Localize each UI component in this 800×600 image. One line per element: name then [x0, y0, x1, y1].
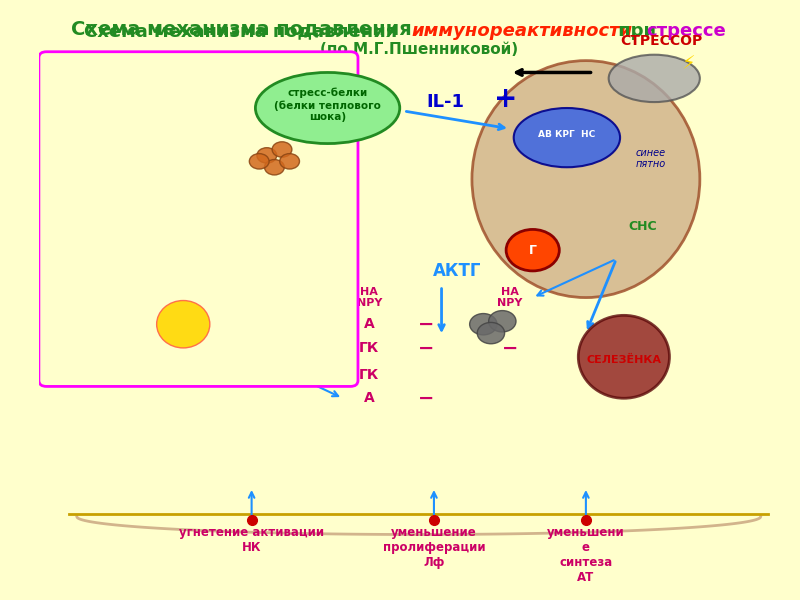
Circle shape	[478, 322, 505, 344]
Text: уменьшени
е
синтеза
АТ: уменьшени е синтеза АТ	[547, 526, 625, 584]
Text: синее
пятно: синее пятно	[635, 148, 666, 169]
Circle shape	[280, 154, 299, 169]
Text: «+»  - активирующие влияния: «+» - активирующие влияния	[58, 324, 226, 334]
Text: IL-1  – интерлейкин 1: IL-1 – интерлейкин 1	[58, 273, 174, 283]
Text: СЕЛЕЗЁНКА: СЕЛЕЗЁНКА	[586, 355, 662, 365]
Circle shape	[489, 311, 516, 332]
Text: «-»   - угнетающие влияния: «-» - угнетающие влияния	[58, 350, 210, 359]
Text: Г: Г	[529, 244, 537, 257]
Text: ↓: ↓	[289, 128, 306, 147]
Ellipse shape	[609, 55, 700, 102]
Text: ГК: ГК	[359, 341, 379, 355]
Text: НА   – норадреналин: НА – норадреналин	[58, 121, 171, 130]
Circle shape	[506, 229, 559, 271]
Text: Схема механизма подавления: Схема механизма подавления	[71, 19, 418, 38]
Circle shape	[265, 160, 284, 175]
Text: АВ    – аргинин-вазопрессин: АВ – аргинин-вазопрессин	[58, 299, 213, 309]
Ellipse shape	[514, 108, 620, 167]
Ellipse shape	[157, 301, 210, 348]
Circle shape	[470, 314, 497, 335]
Text: СНС: СНС	[629, 220, 657, 233]
Text: (по М.Г.Пшенниковой): (по М.Г.Пшенниковой)	[320, 41, 518, 56]
Text: Схема механизма подавления: Схема механизма подавления	[85, 22, 404, 40]
Text: Г      – гипофиз: Г – гипофиз	[58, 95, 139, 105]
Text: ↓↓: ↓↓	[292, 116, 325, 135]
Circle shape	[272, 142, 292, 157]
Text: АКТГ: АКТГ	[433, 262, 481, 280]
Ellipse shape	[472, 61, 700, 298]
Ellipse shape	[578, 316, 670, 398]
Text: стрессе: стрессе	[646, 22, 726, 40]
Text: NPY – нейро-пептид «Y»: NPY – нейро-пептид «Y»	[58, 146, 187, 156]
Circle shape	[250, 154, 269, 169]
Text: угнетение активации
НК: угнетение активации НК	[179, 526, 324, 554]
Ellipse shape	[134, 304, 210, 363]
Text: −: −	[418, 389, 434, 408]
Text: НА
NPY: НА NPY	[357, 287, 382, 308]
Text: уменьшение
пролиферации
Лф: уменьшение пролиферации Лф	[382, 526, 486, 569]
Text: КРГ  – кортикотропин-рилизинг фактор: КРГ – кортикотропин-рилизинг фактор	[58, 70, 277, 80]
Text: −: −	[418, 338, 434, 358]
Text: А      – адреналин: А – адреналин	[58, 172, 153, 181]
Text: −: −	[502, 338, 518, 358]
Text: IL-1: IL-1	[426, 93, 464, 111]
Text: +: +	[221, 278, 244, 305]
Text: НАДПОЧЕЧНИКИ: НАДПОЧЕЧНИКИ	[39, 326, 175, 340]
Text: НА
NPY: НА NPY	[498, 287, 522, 308]
Text: стресс-белки
(белки теплового
шока): стресс-белки (белки теплового шока)	[274, 88, 381, 122]
Text: СТРЕССОР: СТРЕССОР	[621, 34, 703, 48]
Text: ГК    – глюкокортикоиды: ГК – глюкокортикоиды	[58, 197, 194, 207]
Text: ГК: ГК	[359, 368, 379, 382]
Ellipse shape	[255, 73, 400, 143]
Text: система: система	[58, 248, 135, 258]
Text: +: +	[297, 136, 320, 163]
Text: ⚡: ⚡	[682, 54, 695, 73]
Circle shape	[257, 148, 277, 163]
Text: А: А	[364, 317, 374, 331]
Text: СНС – симпатическая нервная: СНС – симпатическая нервная	[58, 223, 225, 232]
Text: при: при	[613, 22, 663, 40]
Text: +: +	[494, 85, 518, 113]
Text: А: А	[364, 391, 374, 405]
Text: АВ КРГ  НС: АВ КРГ НС	[538, 130, 595, 139]
Text: МФ: МФ	[240, 163, 270, 178]
FancyBboxPatch shape	[39, 52, 358, 386]
Text: иммунореактивности: иммунореактивности	[411, 22, 632, 40]
Text: −: −	[418, 315, 434, 334]
Text: +: +	[299, 148, 318, 169]
Text: +: +	[221, 304, 244, 332]
